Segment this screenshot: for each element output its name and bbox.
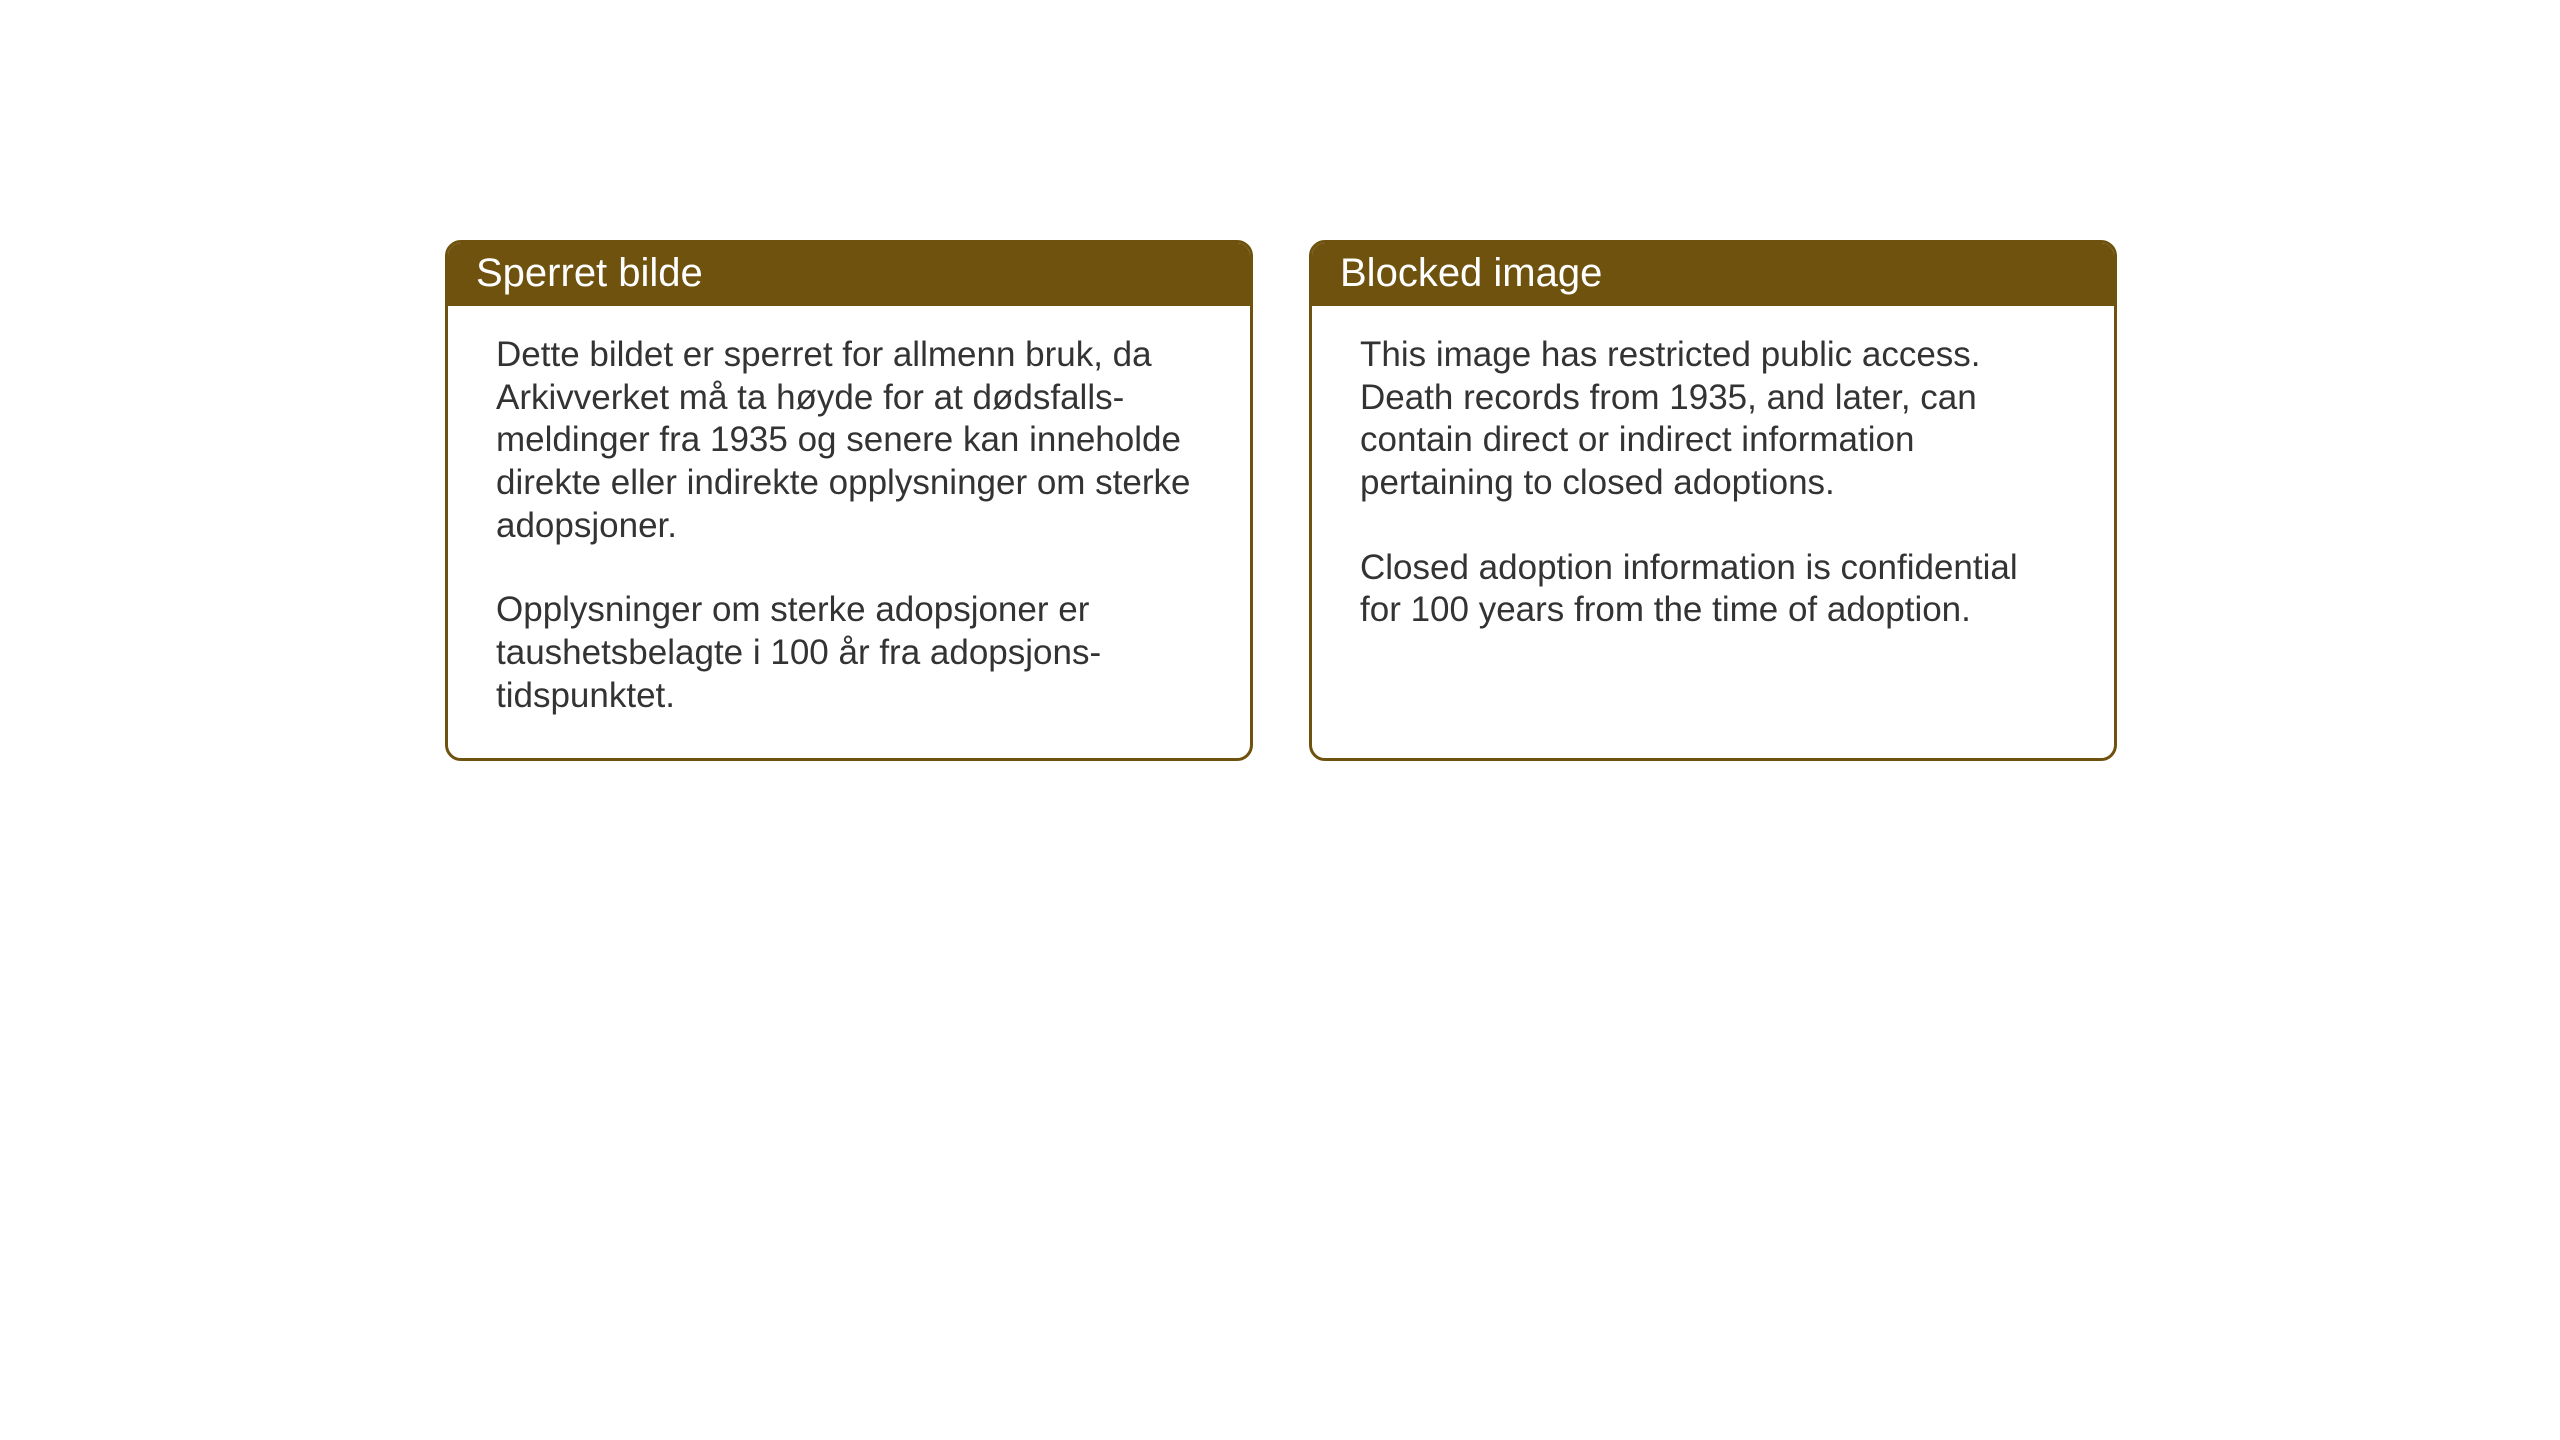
card-paragraph-2-norwegian: Opplysninger om sterke adopsjoner er tau…: [496, 589, 1202, 717]
card-paragraph-1-english: This image has restricted public access.…: [1360, 334, 2066, 505]
card-paragraph-2-english: Closed adoption information is confident…: [1360, 547, 2066, 632]
card-title-norwegian: Sperret bilde: [476, 251, 703, 295]
card-body-norwegian: Dette bildet er sperret for allmenn bruk…: [448, 306, 1250, 758]
notice-card-english: Blocked image This image has restricted …: [1309, 240, 2117, 761]
card-paragraph-1-norwegian: Dette bildet er sperret for allmenn bruk…: [496, 334, 1202, 547]
card-header-english: Blocked image: [1312, 243, 2114, 306]
card-header-norwegian: Sperret bilde: [448, 243, 1250, 306]
card-title-english: Blocked image: [1340, 251, 1602, 295]
card-body-english: This image has restricted public access.…: [1312, 306, 2114, 750]
notice-card-norwegian: Sperret bilde Dette bildet er sperret fo…: [445, 240, 1253, 761]
notice-container: Sperret bilde Dette bildet er sperret fo…: [445, 240, 2117, 761]
